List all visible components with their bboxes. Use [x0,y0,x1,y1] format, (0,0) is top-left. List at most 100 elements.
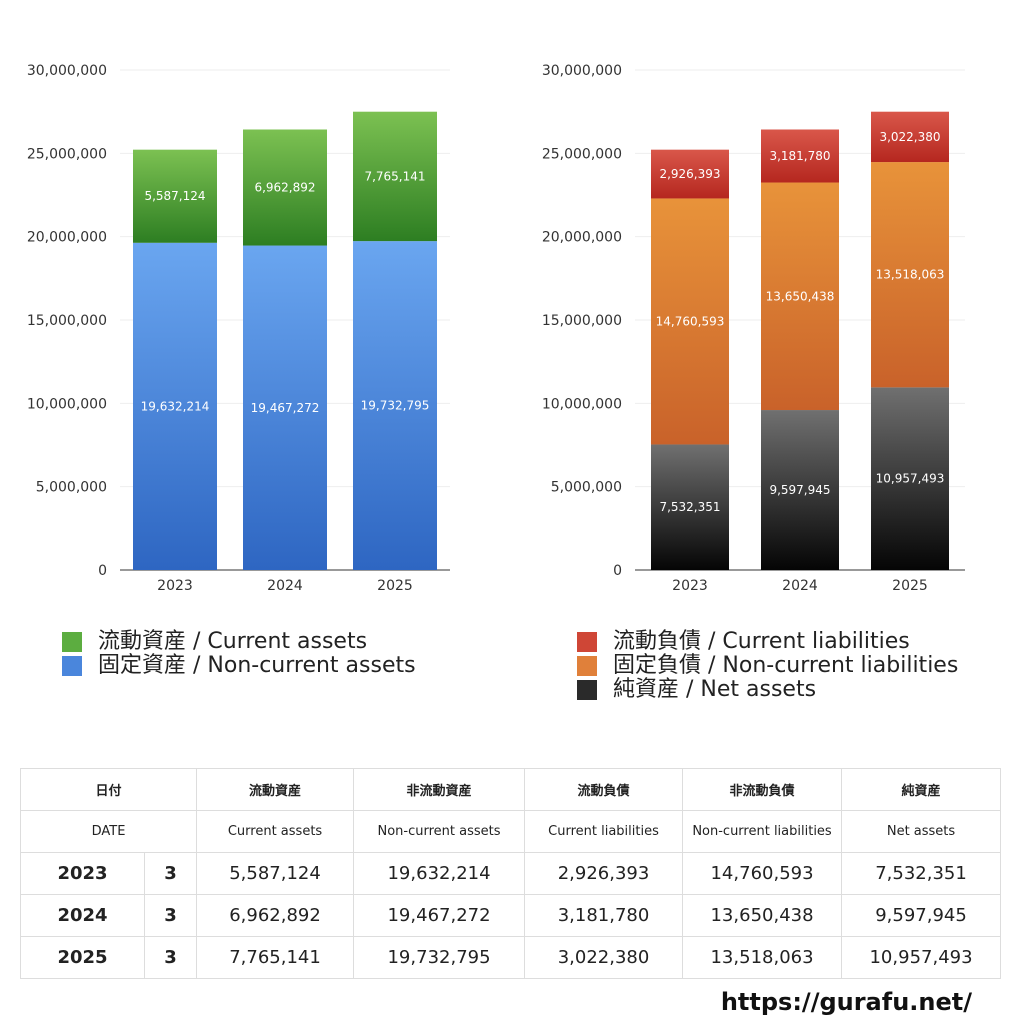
table-header-cell: 純資産 [841,768,1002,811]
data-label: 9,597,945 [769,483,830,497]
y-tick-label: 30,000,000 [542,63,622,79]
table-header-cell: 非流動負債 [682,768,843,811]
y-tick-label: 25,000,000 [542,146,622,162]
legend-swatch [577,656,597,676]
data-label: 7,532,351 [659,500,720,514]
x-tick-label: 2025 [892,578,928,594]
x-tick-label: 2023 [157,578,193,594]
table-header-cell: DATE [19,810,198,853]
legend-label: 流動資産 / Current assets [98,629,368,654]
site-url: https://gurafu.net/ [720,988,972,1016]
table-cell: 19,732,795 [353,936,526,979]
x-tick-label: 2024 [267,578,303,594]
table-cell: 10,957,493 [841,936,1002,979]
y-tick-label: 10,000,000 [542,396,622,412]
data-label: 14,760,593 [656,314,725,328]
y-tick-label: 10,000,000 [27,396,107,412]
data-label: 10,957,493 [876,472,945,486]
table-row: 2024 3 6,962,892 19,467,272 3,181,780 13… [20,894,1002,937]
legend-label: 流動負債 / Current liabilities [613,629,910,654]
table-cell: 19,467,272 [353,894,526,937]
table-header-cell: 流動資産 [196,768,355,811]
bar-segment [651,198,729,445]
bar-segment [761,410,839,570]
table-cell: 7,532,351 [841,852,1002,895]
table-header-cell: Non-current liabilities [682,810,843,853]
table-cell: 7,765,141 [196,936,355,979]
table-cell-year: 2023 [20,852,145,895]
table-cell-month: 3 [143,852,198,895]
table-cell: 6,962,892 [196,894,355,937]
bar-segment [651,444,729,570]
legend-item-net-assets: 純資産 / Net assets [577,678,958,702]
table-cell: 2,926,393 [524,852,684,895]
financial-table: 日付 流動資産 非流動資産 流動負債 非流動負債 純資産 DATE Curren… [19,768,1002,979]
table-cell: 14,760,593 [682,852,843,895]
table-cell: 9,597,945 [841,894,1002,937]
data-label: 13,518,063 [876,268,945,282]
y-tick-label: 20,000,000 [542,230,622,246]
bar-segment [871,162,949,388]
bar-segment [243,245,327,570]
legend-label: 固定負債 / Non-current liabilities [613,653,959,678]
table-cell-month: 3 [143,894,198,937]
bar-segment [353,111,437,242]
y-tick-label: 5,000,000 [551,480,622,496]
data-label: 3,181,780 [769,149,830,163]
data-label: 13,650,438 [766,289,835,303]
legend-item-current-liabilities: 流動負債 / Current liabilities [577,630,958,654]
data-label: 19,732,795 [361,399,430,413]
data-label: 19,467,272 [251,401,320,415]
legend-label: 固定資産 / Non-current assets [98,653,416,678]
table-cell: 3,181,780 [524,894,684,937]
bar-segment [761,129,839,183]
bar-segment [353,241,437,570]
assets-legend: 流動資産 / Current assets 固定資産 / Non-current… [62,630,416,678]
y-tick-label: 25,000,000 [27,146,107,162]
y-tick-label: 5,000,000 [36,480,107,496]
table-cell: 13,650,438 [682,894,843,937]
bar-segment [243,129,327,246]
table-cell-year: 2024 [20,894,145,937]
bar-segment [871,111,949,163]
table-header-cell: Current assets [196,810,355,853]
data-label: 3,022,380 [879,130,940,144]
y-tick-label: 15,000,000 [542,313,622,329]
data-label: 19,632,214 [141,399,210,413]
table-header-cell: 非流動資産 [353,768,526,811]
table-header-row-jp: 日付 流動資産 非流動資産 流動負債 非流動負債 純資産 [19,768,1002,811]
table-cell-year: 2025 [20,936,145,979]
y-tick-label: 0 [613,563,622,579]
table-cell: 19,632,214 [353,852,526,895]
table-cell: 3,022,380 [524,936,684,979]
legend-item-current-assets: 流動資産 / Current assets [62,630,416,654]
table-cell: 13,518,063 [682,936,843,979]
table-row: 2023 3 5,587,124 19,632,214 2,926,393 14… [20,852,1002,895]
y-tick-label: 15,000,000 [27,313,107,329]
data-label: 5,587,124 [144,189,205,203]
legend-swatch [577,632,597,652]
table-header-row-en: DATE Current assets Non-current assets C… [19,810,1002,853]
bar-segment [133,242,217,570]
y-tick-label: 0 [98,563,107,579]
legend-swatch [62,656,82,676]
y-tick-label: 20,000,000 [27,230,107,246]
x-tick-label: 2025 [377,578,413,594]
liabilities-chart: 0 5,000,000 10,000,000 15,000,000 20,000,000… [542,63,965,594]
legend-swatch [577,680,597,700]
assets-chart: 0 5,000,000 10,000,000 15,000,000 20,000,000… [27,63,450,594]
x-tick-label: 2023 [672,578,708,594]
legend-swatch [62,632,82,652]
bar-segment [871,387,949,570]
table-row: 2025 3 7,765,141 19,732,795 3,022,380 13… [20,936,1002,979]
legend-label: 純資産 / Net assets [613,677,817,702]
table-cell: 5,587,124 [196,852,355,895]
bar-segment [133,149,217,243]
x-tick-label: 2024 [782,578,818,594]
table-header-cell: 日付 [19,768,198,811]
table-header-cell: Non-current assets [353,810,526,853]
data-label: 7,765,141 [364,169,425,183]
legend-item-non-current-assets: 固定資産 / Non-current assets [62,654,416,678]
legend-item-non-current-liabilities: 固定負債 / Non-current liabilities [577,654,958,678]
y-tick-label: 30,000,000 [27,63,107,79]
